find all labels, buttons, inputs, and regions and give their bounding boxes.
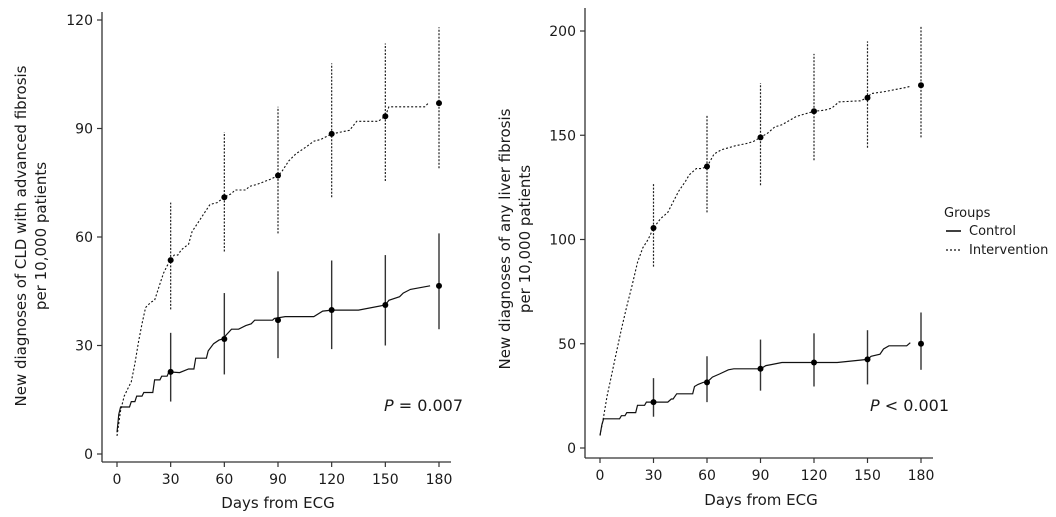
point-intervention [757,134,764,141]
y-axis-label-line2: per 10,000 patients [516,165,534,313]
point-intervention [918,82,924,89]
point-intervention [436,100,442,107]
curve-intervention [116,102,429,436]
x-tick-label: 90 [752,468,770,484]
point-intervention [275,172,281,179]
y-tick-label: 50 [558,337,576,353]
point-control [864,356,871,363]
x-tick-label: 0 [113,472,122,488]
x-tick-label: 180 [426,472,453,488]
legend-label-control: Control [969,224,1016,239]
point-control [918,340,924,347]
point-intervention [650,225,657,232]
curve-control [116,285,431,433]
point-control [650,399,657,406]
x-axis-label: Days from ECG [704,491,817,509]
y-tick-label: 0 [84,447,93,463]
point-control [704,379,710,386]
x-tick-label: 150 [372,472,399,488]
point-control [328,307,335,314]
point-control [275,317,281,324]
y-axis-label-line1: New diagnoses of any liver fibrosis [496,108,514,369]
y-tick-label: 60 [75,230,93,246]
y-tick-label: 120 [66,13,93,29]
point-control [167,368,174,375]
x-tick-label: 60 [698,468,716,484]
y-axis-label-line1: New diagnoses of CLD with advanced fibro… [12,65,30,406]
point-intervention [167,257,174,264]
point-control [811,359,817,366]
point-control [221,335,228,342]
curve-intervention [599,85,911,436]
point-intervention [221,194,228,201]
x-tick-label: 30 [645,468,663,484]
panel-cld-advanced-fibrosis: New diagnoses of CLD with advanced fibro… [12,12,463,512]
point-intervention [811,108,817,115]
p-label: P [870,396,880,415]
y-tick-label: 0 [567,441,576,457]
x-tick-label: 60 [215,472,233,488]
y-tick-label: 30 [75,339,93,355]
legend: Groups Control Intervention [944,206,1048,258]
y-tick-label: 100 [549,233,576,249]
point-intervention [382,113,389,120]
x-tick-label: 180 [908,468,935,484]
panel-any-liver-fibrosis: New diagnoses of any liver fibrosis per … [496,8,949,509]
y-axis-label-line2: per 10,000 patients [32,162,50,310]
legend-title: Groups [944,206,991,221]
point-intervention [864,94,871,101]
legend-label-intervention: Intervention [969,243,1048,258]
point-control [436,282,442,289]
point-control [757,365,764,372]
y-tick-label: 90 [75,122,93,138]
point-intervention [328,130,335,137]
y-tick-label: 150 [549,128,576,144]
x-tick-label: 150 [854,468,881,484]
point-intervention [704,163,710,170]
p-label: P [384,396,394,415]
curve-control [599,342,911,436]
x-tick-label: 0 [596,468,605,484]
x-tick-label: 90 [269,472,287,488]
p-value: = 0.007 [394,396,463,415]
p-value-annotation: P < 0.001 [870,396,949,415]
x-axis-label: Days from ECG [221,494,334,512]
x-tick-label: 120 [318,472,345,488]
x-tick-label: 30 [162,472,180,488]
point-control [382,301,389,308]
x-tick-label: 120 [801,468,828,484]
p-value-annotation: P = 0.007 [384,396,463,415]
p-value: < 0.001 [880,396,949,415]
y-tick-label: 200 [549,24,576,40]
